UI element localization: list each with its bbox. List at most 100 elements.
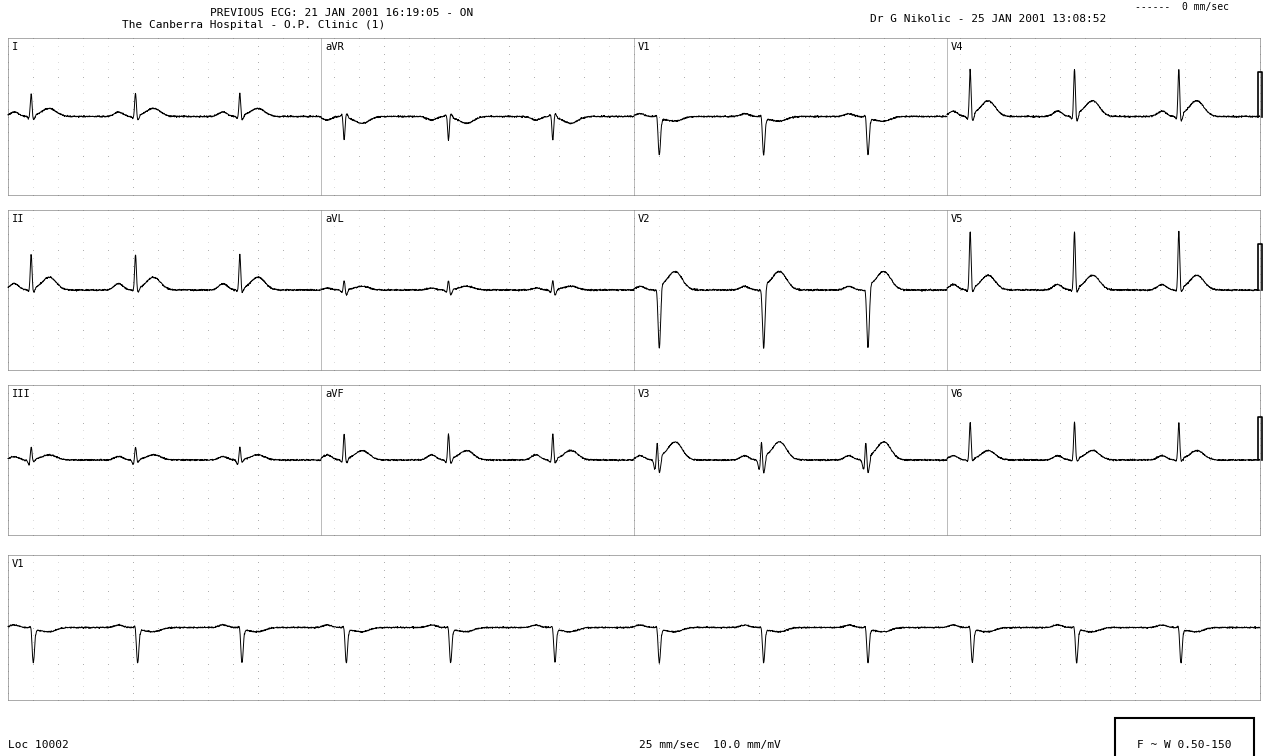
- Point: [1074, 71, 1095, 83]
- Point: [723, 94, 744, 107]
- Point: [774, 454, 794, 466]
- Point: [1074, 680, 1095, 692]
- Point: [449, 680, 469, 692]
- Point: [423, 658, 443, 670]
- Point: [674, 252, 694, 264]
- Point: [723, 469, 744, 481]
- Point: [774, 650, 794, 662]
- Point: [449, 614, 469, 626]
- Point: [523, 447, 544, 459]
- Point: [1200, 126, 1220, 138]
- Point: [374, 680, 394, 692]
- Point: [623, 522, 644, 534]
- Point: [198, 118, 218, 130]
- Point: [1149, 316, 1169, 328]
- Point: [148, 643, 169, 655]
- Point: [874, 686, 895, 699]
- Point: [1074, 607, 1095, 619]
- Point: [298, 600, 318, 612]
- Point: [1000, 87, 1020, 99]
- Point: [749, 614, 769, 626]
- Point: [123, 87, 143, 99]
- Point: [574, 181, 594, 194]
- Point: [1025, 134, 1045, 146]
- Point: [399, 300, 419, 312]
- Point: [799, 476, 820, 488]
- Point: [348, 556, 369, 569]
- Point: [799, 379, 820, 391]
- Point: [699, 563, 720, 575]
- Point: [900, 150, 920, 162]
- Point: [1049, 636, 1069, 648]
- Point: [399, 593, 419, 605]
- Point: [1100, 204, 1120, 216]
- Point: [723, 276, 744, 288]
- Point: [574, 454, 594, 466]
- Point: [1100, 379, 1120, 391]
- Point: [623, 680, 644, 692]
- Point: [723, 118, 744, 130]
- Point: [874, 432, 895, 444]
- Point: [825, 476, 845, 488]
- Point: [849, 379, 869, 391]
- Point: [174, 276, 194, 288]
- Point: [198, 600, 218, 612]
- Point: [574, 87, 594, 99]
- Point: [1025, 686, 1045, 699]
- Point: [799, 650, 820, 662]
- Point: [274, 126, 294, 138]
- Point: [449, 600, 469, 612]
- Point: [198, 55, 218, 67]
- Point: [574, 484, 594, 496]
- Point: [699, 332, 720, 344]
- Point: [1125, 658, 1145, 670]
- Point: [223, 636, 243, 648]
- Point: [523, 563, 544, 575]
- Point: [549, 507, 569, 519]
- Point: [949, 348, 969, 360]
- Point: [749, 110, 769, 122]
- Point: [223, 694, 243, 706]
- Point: [449, 484, 469, 496]
- Point: [1225, 340, 1245, 352]
- Point: [474, 55, 494, 67]
- Point: [674, 204, 694, 216]
- Point: [1175, 142, 1195, 154]
- Point: [1200, 507, 1220, 519]
- Point: [348, 529, 369, 541]
- Point: [73, 621, 94, 634]
- Point: [323, 252, 343, 264]
- Point: [1225, 212, 1245, 224]
- Point: [1025, 316, 1045, 328]
- Point: [974, 356, 995, 368]
- Point: [48, 432, 68, 444]
- Point: [174, 636, 194, 648]
- Point: [825, 356, 845, 368]
- Point: [499, 252, 519, 264]
- Point: [474, 150, 494, 162]
- Point: [73, 432, 94, 444]
- Point: [900, 228, 920, 240]
- Point: [1125, 529, 1145, 541]
- Point: [374, 593, 394, 605]
- Point: [1100, 71, 1120, 83]
- Point: [499, 228, 519, 240]
- Point: [749, 94, 769, 107]
- Point: [1125, 401, 1145, 414]
- Point: [323, 643, 343, 655]
- Point: [900, 672, 920, 684]
- Point: [223, 600, 243, 612]
- Point: [73, 686, 94, 699]
- Point: [523, 394, 544, 406]
- Point: [723, 424, 744, 436]
- Point: [523, 356, 544, 368]
- Point: [98, 454, 118, 466]
- Point: [1225, 417, 1245, 429]
- Point: [1049, 212, 1069, 224]
- Point: [699, 212, 720, 224]
- Point: [1249, 316, 1267, 328]
- Point: [248, 316, 269, 328]
- Point: [298, 356, 318, 368]
- Point: [423, 118, 443, 130]
- Point: [0, 439, 18, 451]
